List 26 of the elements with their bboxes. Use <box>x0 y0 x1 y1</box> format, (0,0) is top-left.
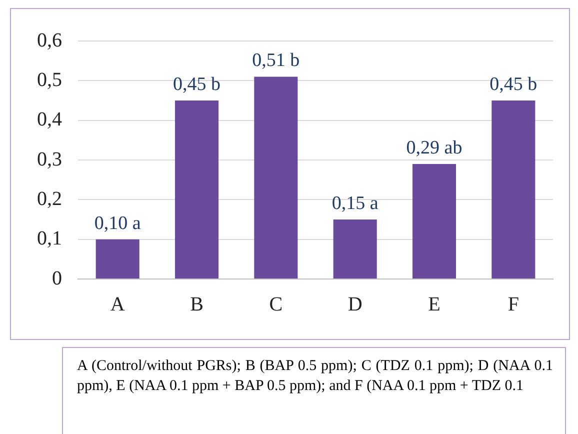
bar <box>333 220 377 278</box>
x-tick-label: C <box>269 293 283 316</box>
y-tick-label: 0,4 <box>37 108 62 131</box>
x-tick-label: F <box>508 293 519 316</box>
x-tick-label: D <box>348 293 362 316</box>
y-tick-label: 0,5 <box>37 68 62 91</box>
bar <box>174 100 219 278</box>
text: A (Control/without PGRs); B (BAP 0.5 ppm); C (TDZ 0.1 ppm); D (NAA 0.1 ppm), E (NAA 0.1 ppm + BAP 0.5 ppm); and F (NAA 0.1 ppm + TDZ 0.1 <box>62 347 566 434</box>
y-tick-label: 0,1 <box>37 228 62 250</box>
y-tick-label: 0,3 <box>37 148 62 170</box>
y-tick-label: 0,2 <box>37 188 62 210</box>
data-label: 0,45 b <box>490 74 538 95</box>
x-tick-label: B <box>190 293 204 316</box>
x-tick-label: A <box>110 293 126 316</box>
data-label: 0,10 a <box>94 212 142 234</box>
y-tick-label: 0,6 <box>37 29 62 52</box>
data-label: 0,45 b <box>173 74 220 95</box>
bar <box>492 100 536 278</box>
data-label: 0,51 b <box>252 50 300 72</box>
bar <box>412 164 456 278</box>
y-tick-label: 0 <box>52 267 62 290</box>
bar <box>254 76 298 278</box>
data-label: 0,29 ab <box>406 137 462 158</box>
bar <box>96 239 140 278</box>
data-label: 0,15 a <box>332 192 379 214</box>
x-tick-label: E <box>428 293 440 316</box>
